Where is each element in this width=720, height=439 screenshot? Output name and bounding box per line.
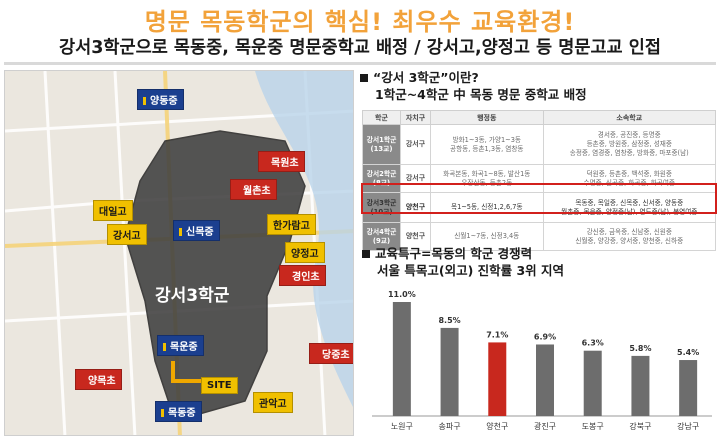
chart-bar	[488, 342, 507, 416]
map-label-gyeongin-elementary: 경인초	[279, 265, 326, 286]
table-row: 강서4학군 (9교) 양천구 신월1~7동, 신정3,4동 강신중, 금옥중, 신남중…	[362, 222, 717, 251]
bullet-square-icon	[360, 74, 368, 82]
table-header: 학군	[362, 110, 401, 125]
table-header-row: 학군 자치구 행정동 소속학교	[362, 110, 717, 125]
map-label-yangjeong-high: 양정고	[285, 242, 325, 263]
map-label-mokun-middle: 목운중	[157, 335, 204, 356]
map-label-dangjung-elementary: 당중초	[309, 343, 353, 364]
borough-cell: 양천구	[400, 192, 431, 223]
dong-cell: 목1~5동, 신정1,2,6,7동	[430, 192, 544, 223]
map-label-sinmok-middle: 신목중	[173, 220, 220, 241]
map-label-mokwon-elementary: 목원초	[258, 151, 305, 172]
chart-category-label: 송파구	[439, 422, 461, 431]
divider	[4, 62, 716, 65]
table-row: 강서3학군 (10교) 양천구 목1~5동, 신정1,2,6,7동 목동중, 목일중,…	[362, 192, 717, 223]
section2-title-text: 교육특구=목동의 학군 경쟁력	[375, 246, 533, 261]
school-district-table: 학군 자치구 행정동 소속학교 강서1학군 (13교) 강서구 방화1~3동, 가양…	[362, 110, 717, 251]
highlight-box	[361, 183, 717, 214]
table-row: 강서1학군 (13교) 강서구 방화1~3동, 가양1~3동 공항동, 등촌1,3동…	[362, 124, 717, 165]
map-label-yangmok-elementary: 양목초	[75, 369, 122, 390]
map-label-gwanak-high: 관악고	[253, 392, 293, 413]
district-name-cell: 강서2학군 (8교)	[362, 164, 401, 193]
borough-cell: 강서구	[400, 164, 431, 193]
chart-bar	[583, 350, 602, 416]
ranking-section-title: 교육특구=목동의 학군 경쟁력 서울 특목고(외고) 진학률 3위 지역	[362, 246, 564, 279]
chart-value-label: 11.0%	[388, 290, 416, 299]
bullet-square-icon	[362, 250, 370, 258]
district-name-cell: 강서4학군 (9교)	[362, 222, 401, 251]
chart-value-label: 6.3%	[582, 339, 604, 348]
borough-cell: 강서구	[400, 124, 431, 165]
district-name-cell: 강서1학군 (13교)	[362, 124, 401, 165]
map-label-site: SITE	[201, 377, 238, 394]
section2-subtitle: 서울 특목고(외고) 진학률 3위 지역	[377, 263, 565, 278]
bar-chart-svg: 11.0% 노원구 8.5% 송파구 7.1% 양천구 6.9% 광진구 6.3% 도봉구 5.8%…	[372, 290, 712, 431]
chart-value-label: 6.9%	[534, 332, 556, 341]
chart-category-label: 양천구	[486, 421, 508, 431]
schools-cell: 강신중, 금옥중, 신남중, 신원중 신월중, 양강중, 양서중, 양천중, 신…	[542, 222, 717, 251]
chart-category-label: 도봉구	[582, 422, 604, 431]
map-label-gangseo-high: 강서고	[107, 224, 147, 245]
table-header: 소속학교	[542, 110, 717, 125]
chart-value-label: 5.8%	[629, 344, 651, 353]
region-label: 강서3학군	[155, 286, 230, 306]
chart-value-label: 7.1%	[486, 330, 508, 339]
table-header: 자치구	[400, 110, 431, 125]
map-label-yangdong-middle: 양동중	[137, 89, 184, 110]
chart-value-label: 5.4%	[677, 348, 699, 357]
dong-cell: 방화1~3동, 가양1~3동 공항동, 등촌1,3동, 염창동	[430, 124, 544, 165]
chart-category-label: 강북구	[629, 421, 651, 431]
borough-cell: 양천구	[400, 222, 431, 251]
section1-subtitle: 1학군~4학군 中 목동 명문 중학교 배정	[375, 87, 587, 102]
chart-bar	[440, 327, 459, 416]
headline: 명문 목동학군의 핵심! 최우수 교육환경!	[144, 8, 576, 36]
chart-bar	[679, 360, 698, 416]
section1-title: “강서 3학군”이란?	[360, 70, 716, 86]
subheadline: 강서3학군으로 목동중, 목운중 명문중학교 배정 / 강서고,양정고 등 명문…	[59, 38, 661, 58]
map-label-daeil-high: 대일고	[93, 200, 133, 221]
schools-cell: 경서중, 공진중, 등명중 등촌중, 방원중, 삼정중, 성재중 송정중, 염경…	[542, 124, 717, 165]
map-label-hangaram-high: 한가람고	[267, 214, 316, 235]
dong-cell: 신월1~7동, 신정3,4동	[430, 222, 544, 251]
chart-value-label: 8.5%	[438, 316, 460, 325]
district-info-section: “강서 3학군”이란? 1학군~4학군 中 목동 명문 중학교 배정	[360, 70, 716, 103]
admission-rate-chart: 11.0% 노원구 8.5% 송파구 7.1% 양천구 6.9% 광진구 6.3% 도봉구 5.8%…	[360, 282, 716, 438]
chart-bar	[631, 355, 650, 416]
map-label-mokdong-middle: 목동중	[155, 401, 202, 422]
table-header: 행정동	[430, 110, 544, 125]
map-label-wolchon-elementary: 월촌초	[230, 179, 277, 200]
chart-category-label: 광진구	[534, 421, 556, 431]
chart-bar	[392, 302, 411, 416]
chart-category-label: 강남구	[677, 421, 699, 431]
schools-cell: 덕원중, 등촌중, 백석중, 화원중 수명중, 신곡중, 화곡중, 화곡여중	[542, 164, 717, 193]
school-district-map: 강서3학군 양동중 목원초 월촌초 대일고 신목중 강서고 한가람고 양정고 경…	[4, 70, 354, 436]
chart-category-label: 노원구	[391, 422, 413, 431]
chart-bar	[536, 344, 554, 416]
section1-title-text: “강서 3학군”이란?	[373, 70, 479, 85]
